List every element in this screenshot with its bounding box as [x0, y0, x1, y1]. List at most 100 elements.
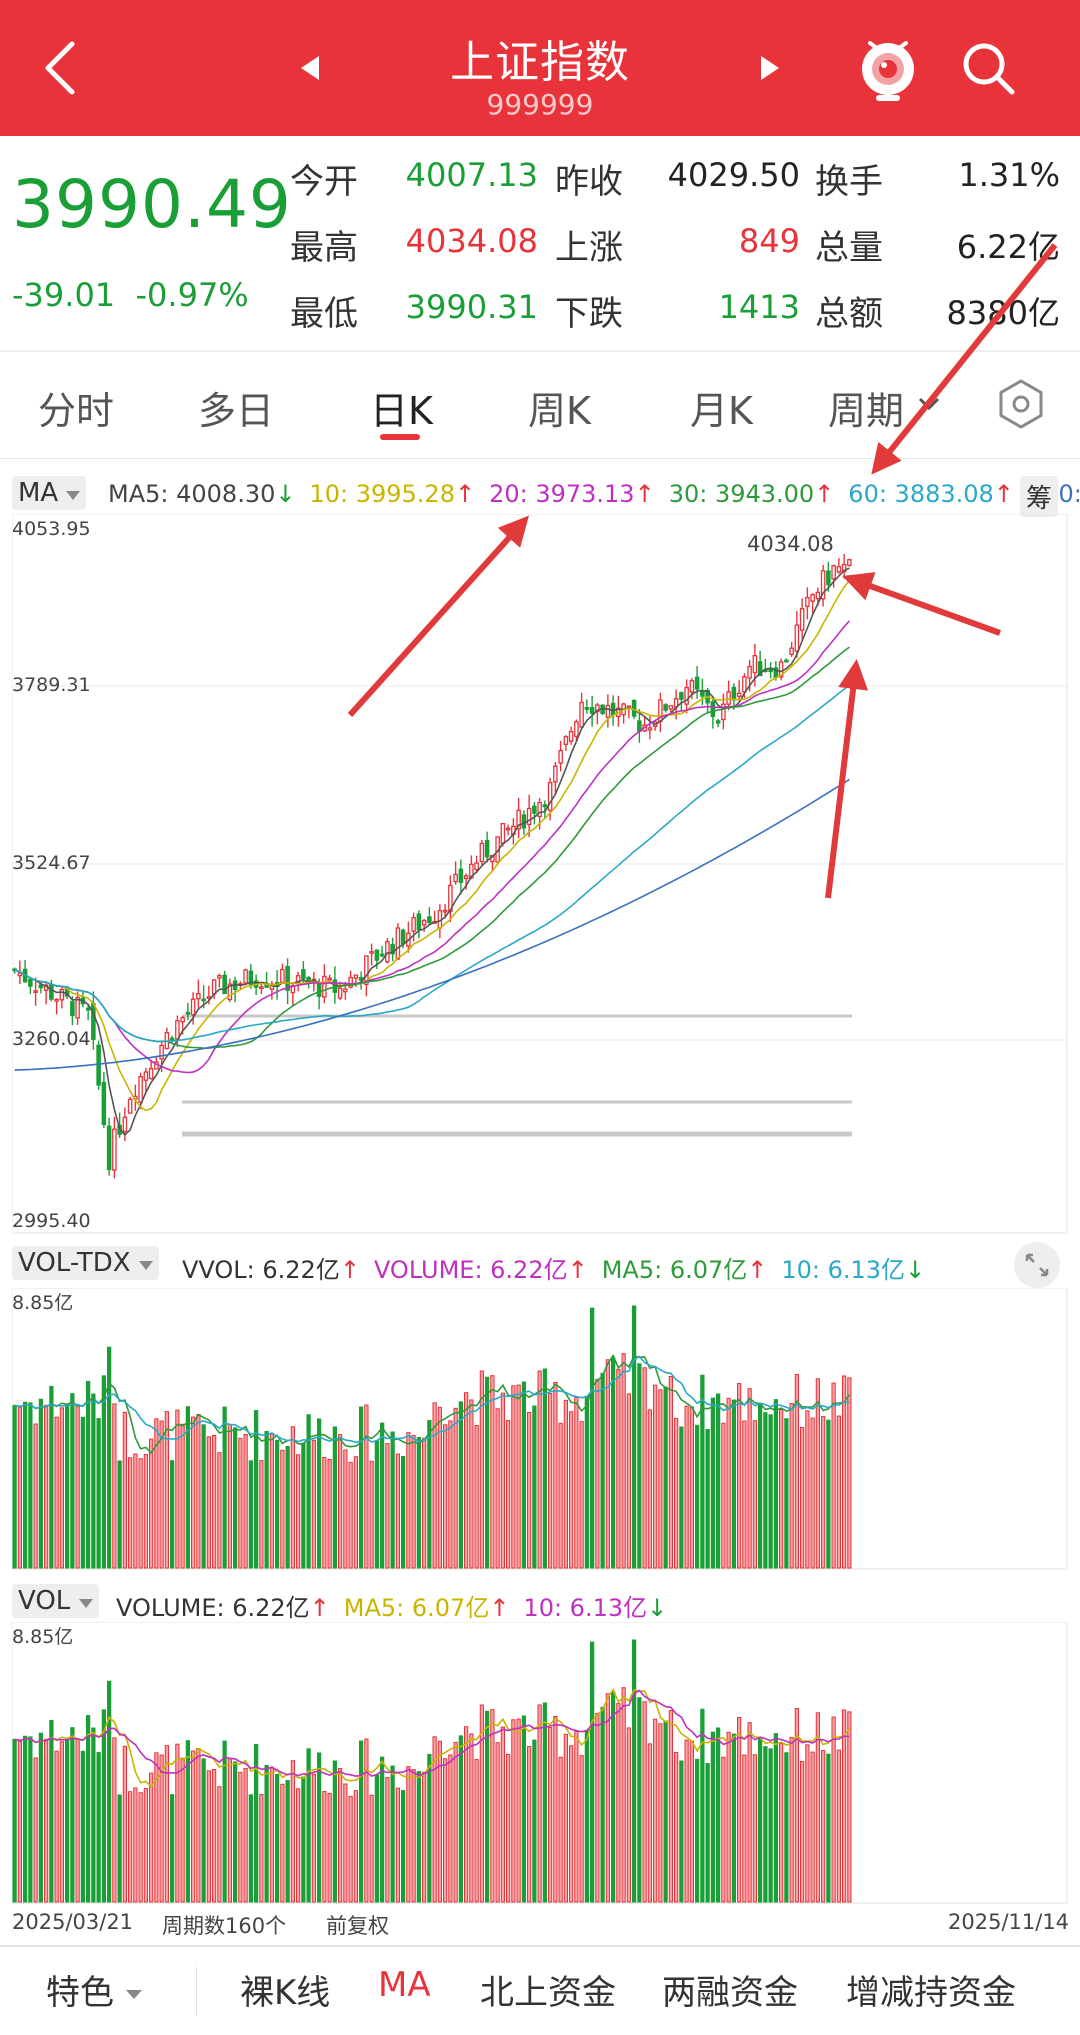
search-button[interactable] [950, 30, 1026, 106]
volume-bar [684, 1739, 689, 1903]
assistant-button[interactable] [850, 30, 926, 106]
volume-bar [836, 1749, 842, 1903]
trend-arrow: ↑ [634, 480, 655, 508]
volume-bar [196, 1748, 201, 1903]
bottom-tab-0[interactable]: 特色 [46, 1973, 114, 2013]
chart-settings-button[interactable] [995, 378, 1047, 430]
volume-bar [248, 1460, 254, 1569]
volume-bar [637, 1697, 642, 1903]
expand-button[interactable] [1014, 1242, 1060, 1288]
candle [684, 679, 689, 714]
prev-stock-button[interactable] [290, 48, 330, 88]
candle [369, 943, 374, 966]
volume-ma-line [14, 1688, 851, 1789]
quote-label: 最低 [290, 294, 358, 334]
bottom-tab-3[interactable]: 北上资金 [480, 1973, 616, 2013]
volume-bar [799, 1761, 805, 1903]
volume-bar [736, 1383, 742, 1569]
volume-bar [721, 1422, 726, 1569]
chip-distribution-button[interactable]: 筹 [1020, 476, 1059, 517]
quote-value: 4034.08 [405, 222, 538, 260]
volume-bar [54, 1416, 59, 1569]
tab-5[interactable]: 周期 [828, 389, 905, 433]
volume-bar [253, 1410, 259, 1569]
volume-bar [243, 1433, 248, 1569]
volume-bar [715, 1727, 721, 1903]
volume-bar [705, 1763, 710, 1903]
tab-0[interactable]: 分时 [38, 389, 115, 433]
candle [54, 998, 59, 1015]
volume-bar [259, 1794, 264, 1903]
quote-value: 4007.13 [405, 156, 538, 194]
volume-bar [647, 1409, 653, 1569]
volume-bar [369, 1460, 374, 1569]
candle [715, 718, 721, 728]
volume-bar [49, 1385, 54, 1569]
volume-bar [206, 1770, 212, 1903]
ma60-line [14, 684, 850, 1043]
candle [148, 1059, 154, 1080]
volume-bar [448, 1420, 453, 1569]
candle [101, 1072, 107, 1129]
volume-bar [259, 1460, 264, 1569]
bottom-tab-1[interactable]: 裸K线 [240, 1973, 331, 2013]
quote-value: 4029.50 [667, 156, 800, 194]
volume-bar [705, 1429, 710, 1569]
back-button[interactable] [20, 28, 100, 108]
bottom-tab-2[interactable]: MA [378, 1965, 431, 2005]
volume-bar [411, 1435, 416, 1569]
next-stock-button[interactable] [750, 48, 790, 88]
bottom-tab-5[interactable]: 增减持资金 [846, 1973, 1016, 2013]
volume-bar [101, 1709, 107, 1903]
volume-bar [164, 1745, 170, 1903]
candle [505, 824, 511, 836]
volume-bar [448, 1754, 453, 1903]
app-header: 上证指数 999999 [0, 0, 1080, 136]
vol-tdx-chart[interactable]: 8.85亿 [12, 1288, 1068, 1570]
vol-selector[interactable]: VOL [12, 1584, 99, 1618]
bottom-tab-4[interactable]: 两融资金 [662, 1973, 798, 2013]
candle [395, 923, 401, 961]
divider [0, 458, 1080, 459]
volume-bar [757, 1737, 763, 1903]
volume-bar [337, 1434, 343, 1569]
volume-bar [306, 1414, 311, 1569]
volume-bar [80, 1750, 86, 1903]
volume-bar [22, 1735, 28, 1903]
volume-bar [747, 1722, 752, 1903]
candle [59, 986, 65, 1009]
volume-bar [484, 1376, 490, 1569]
tab-3[interactable]: 周K [528, 389, 591, 433]
ma-selector[interactable]: MA [12, 476, 87, 510]
robot-mascot-icon [862, 41, 914, 101]
candle [232, 976, 238, 1003]
tab-1[interactable]: 多日 [198, 389, 275, 433]
period-dropdown-chevron[interactable] [918, 396, 940, 415]
candle [778, 658, 784, 681]
candle [579, 692, 584, 730]
vol-tdx-selector[interactable]: VOL-TDX [12, 1246, 159, 1280]
trend-arrow: ↑ [489, 1594, 510, 1622]
volume-bar [584, 1395, 590, 1569]
volume-bar [301, 1776, 306, 1903]
indicator-value: 20: 3973.13 [489, 480, 635, 508]
volume-bar [12, 1404, 17, 1569]
volume-bar [752, 1420, 758, 1569]
volume-bar [54, 1750, 59, 1903]
price-axis-label: 2995.40 [12, 1210, 91, 1232]
vol-tdx-canvas [12, 1288, 1068, 1570]
volume-bar [595, 1712, 600, 1903]
volume-bar [211, 1769, 217, 1903]
volume-bar [117, 1460, 122, 1569]
kline-canvas [12, 514, 1068, 1234]
volume-bar [122, 1411, 128, 1569]
vol-tdx-indicator-bar: VOL-TDX VVOL: 6.22亿↑ VOLUME: 6.22亿↑ MA5: 6… [0, 1242, 1080, 1288]
vol-chart[interactable]: 8.85亿 [12, 1622, 1068, 1904]
kline-chart[interactable]: 4053.95 3789.31 3524.67 3260.04 2995.40 4034… [12, 514, 1068, 1234]
tab-2[interactable]: 日K [370, 389, 433, 433]
volume-bar [75, 1739, 80, 1903]
candle [831, 564, 836, 588]
volume-bar [12, 1738, 17, 1903]
volume-bar [91, 1727, 96, 1903]
tab-4[interactable]: 月K [690, 389, 753, 433]
